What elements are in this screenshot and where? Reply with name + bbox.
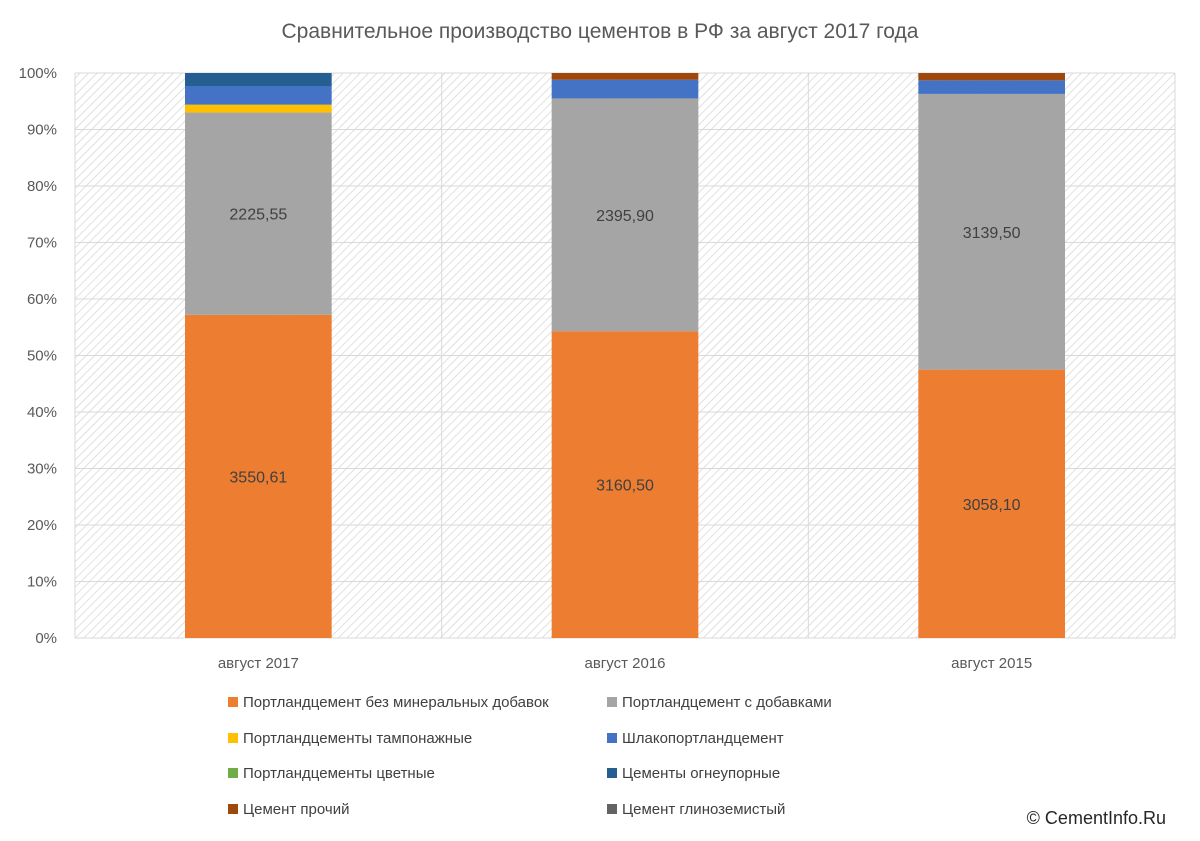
legend-item: Цемент прочий [228, 801, 349, 818]
legend-swatch [607, 804, 617, 814]
legend-label: Портландцементы тампонажные [243, 730, 473, 747]
bar-segment [185, 112, 332, 315]
bar-segment [551, 73, 699, 80]
y-tick-label: 80% [27, 178, 57, 195]
x-tick-label: август 2017 [218, 655, 299, 672]
bar-segment [551, 98, 699, 332]
y-tick-label: 60% [27, 291, 57, 308]
y-tick-label: 50% [27, 348, 57, 365]
y-tick-label: 0% [35, 630, 57, 647]
legend-swatch [228, 697, 238, 707]
data-label: 3550,61 [229, 469, 287, 486]
legend-item: Шлакопортландцемент [607, 730, 784, 747]
legend-item: Цементы огнеупорные [607, 765, 780, 782]
data-label: 3058,10 [963, 497, 1021, 514]
y-tick-label: 70% [27, 235, 57, 252]
bar-segment [918, 93, 1065, 370]
y-tick-label: 100% [19, 65, 57, 82]
legend-item: Портландцемент без минеральных добавок [228, 694, 549, 711]
legend-label: Цементы огнеупорные [622, 765, 781, 782]
y-tick-label: 10% [27, 574, 57, 591]
x-tick-label: август 2015 [951, 655, 1032, 672]
bar-segment [551, 331, 699, 638]
bar-segment [551, 79, 699, 99]
legend-label: Портландцементы цветные [243, 765, 435, 782]
data-label: 3139,50 [963, 225, 1021, 242]
legend-label: Цемент прочий [243, 801, 350, 818]
y-tick-label: 90% [27, 122, 57, 139]
bar-segment [185, 73, 332, 86]
data-label: 2395,90 [596, 208, 654, 225]
bar-segment [918, 369, 1065, 638]
legend-swatch [228, 804, 238, 814]
legend-swatch [607, 768, 617, 778]
y-tick-label: 30% [27, 461, 57, 478]
legend-item: Портландцементы цветные [228, 765, 435, 782]
legend-swatch [607, 733, 617, 743]
bar-segment [185, 314, 332, 638]
x-tick-label: август 2016 [584, 655, 665, 672]
legend-item: Портландцемент с добавками [607, 694, 832, 711]
legend-swatch [228, 768, 238, 778]
legend-label: Портландцемент без минеральных добавок [243, 694, 549, 711]
legend-label: Цемент глиноземистый [622, 801, 786, 818]
legend-item: Цемент глиноземистый [607, 801, 785, 818]
copyright-text: © CementInfo.Ru [1026, 808, 1166, 828]
legend-swatch [607, 697, 617, 707]
legend-swatch [228, 733, 238, 743]
legend-item: Портландцементы тампонажные [228, 730, 472, 747]
bar-segment [185, 85, 332, 105]
data-label: 3160,50 [596, 478, 654, 495]
bar-segment [918, 80, 1065, 94]
data-label: 2225,55 [229, 207, 287, 224]
legend-label: Шлакопортландцемент [622, 730, 784, 747]
bar-segment [918, 73, 1065, 81]
legend-label: Портландцемент с добавками [622, 694, 832, 711]
chart-title: Сравнительное производство цементов в РФ… [281, 20, 919, 43]
y-tick-label: 20% [27, 517, 57, 534]
bar-segment [185, 104, 332, 113]
y-tick-label: 40% [27, 404, 57, 421]
